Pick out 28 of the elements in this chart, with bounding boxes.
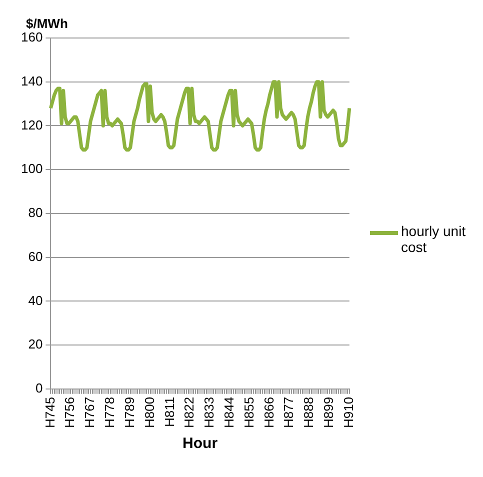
x-tick-label: H888 — [301, 396, 316, 428]
x-tick-label: H822 — [182, 396, 197, 428]
y-tick-label: 100 — [20, 161, 43, 176]
y-tick-label: 160 — [20, 30, 43, 45]
x-tick-label: H745 — [42, 396, 58, 428]
y-tick-label: 60 — [28, 248, 43, 264]
y-axis-title: $/MWh — [26, 16, 68, 32]
x-tick-label: H811 — [162, 396, 177, 428]
y-tick-label: 140 — [20, 73, 43, 88]
y-tick-label: 120 — [20, 117, 43, 132]
y-tick-label: 40 — [28, 292, 43, 308]
y-tick-label: 0 — [35, 380, 43, 396]
y-tick-label: 20 — [28, 336, 43, 352]
x-tick-label: H866 — [261, 396, 276, 428]
x-tick-label: H910 — [340, 396, 356, 428]
x-tick-label: H844 — [221, 396, 236, 428]
x-tick-label: H877 — [281, 396, 296, 428]
x-tick-label: H756 — [62, 396, 78, 428]
x-tick-label: H767 — [82, 396, 98, 428]
x-tick-label: H855 — [241, 396, 256, 428]
y-tick-label: 80 — [28, 205, 43, 220]
x-axis-title: Hour — [182, 435, 218, 452]
x-tick-label: H800 — [142, 396, 157, 428]
x-tick-label: H789 — [122, 396, 137, 428]
x-tick-label: H778 — [102, 396, 118, 428]
x-tick-label: H833 — [202, 396, 217, 428]
x-tick-label: H899 — [321, 396, 336, 428]
legend-label: hourly unit cost — [401, 223, 467, 255]
